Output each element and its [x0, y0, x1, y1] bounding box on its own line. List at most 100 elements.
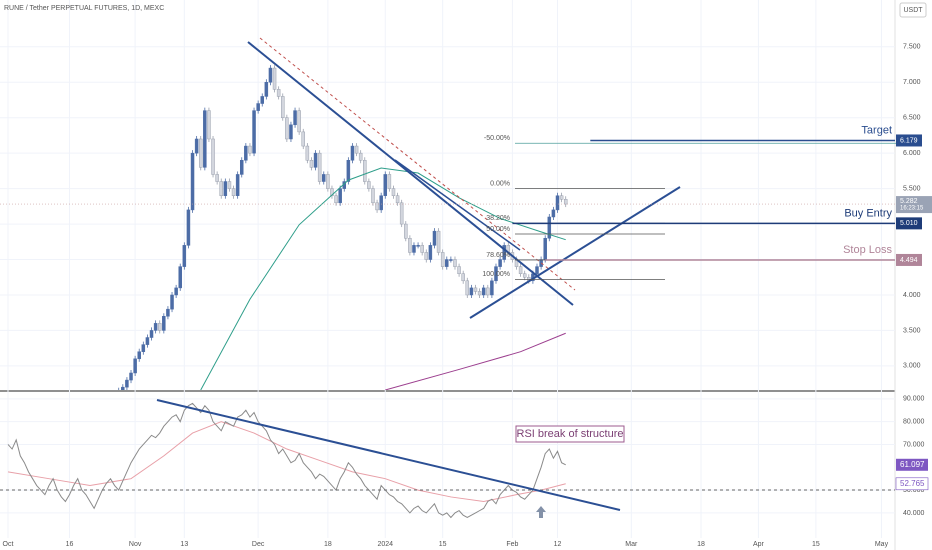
level-value: 5.010: [900, 220, 918, 227]
candle: [268, 67, 273, 83]
candle: [395, 195, 400, 204]
rsi-ma-value: 52.765: [900, 479, 925, 488]
candle: [170, 294, 174, 310]
candle: [338, 188, 342, 204]
x-tick-label: 2024: [377, 541, 393, 548]
candle: [276, 89, 281, 97]
dashed-trendline: [259, 37, 576, 291]
candle: [559, 195, 564, 200]
currency[interactable]: USDT: [903, 7, 923, 14]
candle: [203, 110, 207, 168]
candle: [219, 181, 223, 196]
y-tick-label: 3.500: [903, 327, 921, 334]
last-price: 5.282: [900, 198, 918, 205]
rsi-pane: [7, 402, 566, 519]
candle: [157, 323, 162, 331]
candle: [317, 152, 322, 182]
candle: [449, 259, 453, 261]
x-tick-label: Nov: [129, 541, 142, 548]
x-tick-label: 15: [812, 541, 820, 548]
y-tick-label: 5.500: [903, 185, 921, 192]
candle: [330, 188, 334, 196]
candle: [453, 259, 457, 267]
drawings: [247, 37, 681, 319]
x-tick-label: 18: [697, 541, 705, 548]
candle: [145, 337, 150, 345]
x-tick-label: Dec: [252, 541, 265, 548]
candle: [182, 245, 187, 267]
candle: [490, 280, 494, 296]
currency-button[interactable]: [899, 2, 927, 18]
candle: [174, 287, 178, 296]
x-tick-label: 15: [439, 541, 447, 548]
candle: [428, 245, 433, 260]
y-tick-label: 7.000: [903, 79, 921, 86]
candle: [272, 67, 277, 90]
candle: [297, 110, 301, 133]
y-tick-label: 80.000: [903, 419, 925, 426]
candle: [125, 379, 129, 388]
candle: [358, 152, 363, 161]
candle: [420, 245, 424, 253]
candle: [354, 145, 359, 154]
candle: [404, 223, 408, 239]
rsi-note: RSI break of structure: [517, 428, 624, 440]
x-tick-label: 16: [66, 541, 74, 548]
candle: [436, 230, 441, 253]
candle: [211, 138, 215, 175]
candle: [346, 160, 351, 182]
fib-label: 38.20%: [486, 215, 510, 222]
y-tick-label: 3.000: [903, 363, 921, 370]
trendline: [247, 41, 574, 306]
x-tick-label: Oct: [3, 541, 14, 548]
candle: [432, 230, 437, 246]
rsi-drawings: [0, 399, 895, 518]
candle: [256, 103, 260, 111]
candle: [190, 152, 195, 211]
candle: [350, 145, 355, 161]
candle: [141, 344, 146, 352]
candle: [231, 188, 236, 196]
level-badge: [896, 217, 922, 230]
fib-label: -50.00%: [484, 135, 510, 142]
y-tick-label: 90.000: [903, 396, 925, 403]
candle: [367, 181, 371, 189]
rsi-ma-badge: [895, 477, 929, 491]
candle: [194, 138, 199, 154]
note-box: [515, 425, 625, 443]
candle: [322, 174, 326, 182]
candle: [153, 323, 158, 331]
candle: [137, 351, 141, 360]
candle: [334, 195, 338, 204]
fib-label: 100.00%: [482, 271, 510, 278]
rsi-line: [7, 402, 566, 519]
y-tick-label: 50.000: [903, 487, 925, 494]
fib-label: 0.00%: [490, 180, 510, 187]
y-tick-label: 7.500: [903, 44, 921, 51]
candle: [326, 174, 330, 189]
grid: [0, 0, 895, 538]
candle: [445, 259, 449, 267]
candle: [260, 96, 264, 104]
candle: [408, 238, 412, 253]
plot: [7, 65, 568, 519]
candle: [149, 330, 154, 338]
candle: [239, 160, 244, 175]
arrow: [536, 506, 546, 518]
candle: [227, 181, 232, 189]
candle: [198, 138, 203, 168]
candle: [293, 110, 297, 126]
candle: [555, 195, 560, 211]
candle: [207, 110, 211, 140]
candle: [518, 266, 523, 274]
level-value: 6.179: [900, 137, 918, 144]
candle: [391, 188, 396, 196]
fib-label: 50.00%: [486, 226, 510, 233]
candle: [305, 145, 310, 161]
candle: [223, 181, 228, 196]
candle: [244, 145, 248, 161]
candle: [502, 245, 506, 260]
candle: [416, 245, 420, 247]
y-tick-label: 70.000: [903, 441, 925, 448]
